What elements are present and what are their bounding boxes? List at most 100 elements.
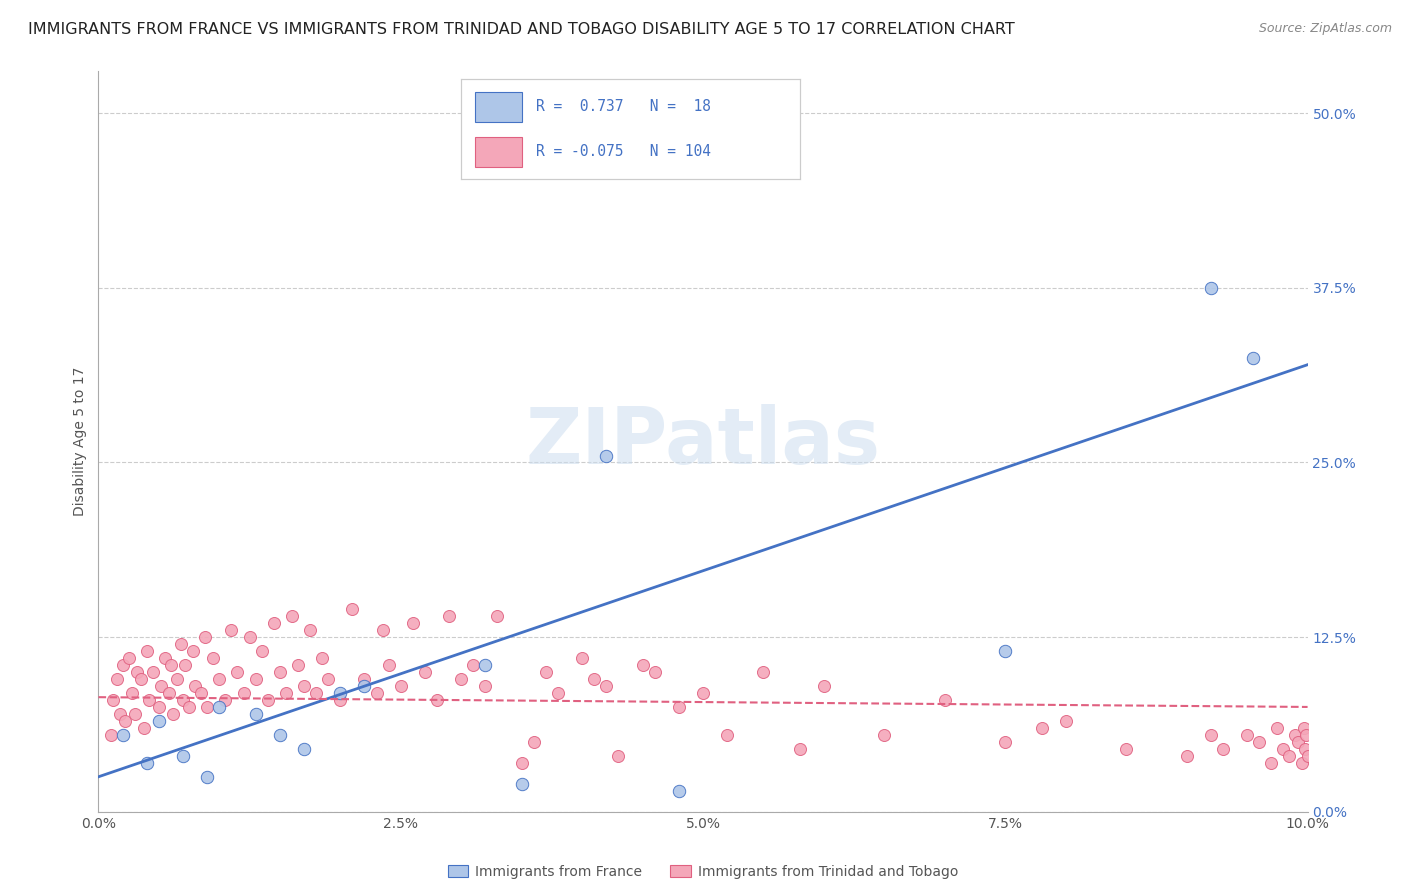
Point [1294, 742, 1316, 756]
Point [121, 686, 143, 700]
Point [195, 700, 218, 714]
Point [1284, 728, 1306, 742]
Point [668, 700, 690, 714]
Point [474, 679, 496, 693]
Point [281, 609, 304, 624]
Point [437, 609, 460, 624]
Point [292, 742, 315, 756]
Point [353, 679, 375, 693]
Point [305, 686, 328, 700]
Point [150, 679, 173, 693]
Point [631, 658, 654, 673]
Point [934, 693, 956, 707]
Point [752, 665, 775, 679]
Point [174, 658, 197, 673]
Point [118, 651, 141, 665]
Point [1031, 721, 1053, 735]
Point [269, 665, 291, 679]
Point [450, 672, 472, 686]
Point [160, 658, 183, 673]
Point [366, 686, 388, 700]
Point [463, 658, 485, 673]
Point [595, 449, 617, 463]
Point [342, 602, 364, 616]
Point [245, 672, 267, 686]
Point [111, 658, 134, 673]
Point [1291, 756, 1313, 770]
Point [353, 672, 375, 686]
Point [1296, 748, 1319, 763]
Point [111, 728, 134, 742]
Point [668, 784, 690, 798]
Point [114, 714, 136, 728]
Point [644, 665, 666, 679]
Point [595, 679, 617, 693]
Point [994, 644, 1017, 658]
Point [1278, 748, 1301, 763]
Point [316, 672, 339, 686]
Point [226, 665, 249, 679]
Point [873, 728, 896, 742]
Point [571, 651, 593, 665]
Point [194, 630, 217, 644]
Point [195, 770, 218, 784]
Point [1199, 728, 1222, 742]
Point [1267, 721, 1289, 735]
Point [510, 756, 533, 770]
Point [142, 665, 165, 679]
Point [239, 630, 262, 644]
Point [250, 644, 273, 658]
Point [202, 651, 225, 665]
Point [101, 693, 124, 707]
Point [1292, 721, 1315, 735]
Legend: Immigrants from France, Immigrants from Trinidad and Tobago: Immigrants from France, Immigrants from … [447, 865, 959, 879]
Point [377, 658, 399, 673]
Point [105, 672, 128, 686]
Point [1286, 735, 1309, 749]
Point [1295, 728, 1317, 742]
Point [148, 700, 170, 714]
Point [371, 623, 394, 637]
Point [138, 693, 160, 707]
Point [547, 686, 569, 700]
Point [124, 706, 146, 721]
Point [692, 686, 714, 700]
Point [153, 651, 176, 665]
Point [148, 714, 170, 728]
Point [162, 706, 184, 721]
Point [287, 658, 309, 673]
Point [813, 679, 835, 693]
Point [523, 735, 546, 749]
Point [208, 672, 231, 686]
Point [1272, 742, 1295, 756]
Point [1199, 281, 1222, 295]
Point [263, 616, 285, 631]
Point [311, 651, 333, 665]
Point [583, 672, 606, 686]
Point [100, 728, 122, 742]
Point [299, 623, 322, 637]
Point [329, 686, 352, 700]
Point [190, 686, 212, 700]
Point [994, 735, 1017, 749]
Text: IMMIGRANTS FROM FRANCE VS IMMIGRANTS FROM TRINIDAD AND TOBAGO DISABILITY AGE 5 T: IMMIGRANTS FROM FRANCE VS IMMIGRANTS FRO… [28, 22, 1015, 37]
Point [426, 693, 449, 707]
Point [510, 777, 533, 791]
Point [166, 672, 188, 686]
Point [1249, 735, 1271, 749]
Point [256, 693, 278, 707]
Point [108, 706, 131, 721]
Text: Source: ZipAtlas.com: Source: ZipAtlas.com [1258, 22, 1392, 36]
Point [607, 748, 630, 763]
Point [1054, 714, 1077, 728]
Point [1236, 728, 1258, 742]
Point [214, 693, 236, 707]
Point [181, 644, 204, 658]
Point [486, 609, 509, 624]
Point [1212, 742, 1234, 756]
Point [184, 679, 207, 693]
Point [134, 721, 156, 735]
Point [329, 693, 352, 707]
Point [534, 665, 557, 679]
Point [413, 665, 436, 679]
